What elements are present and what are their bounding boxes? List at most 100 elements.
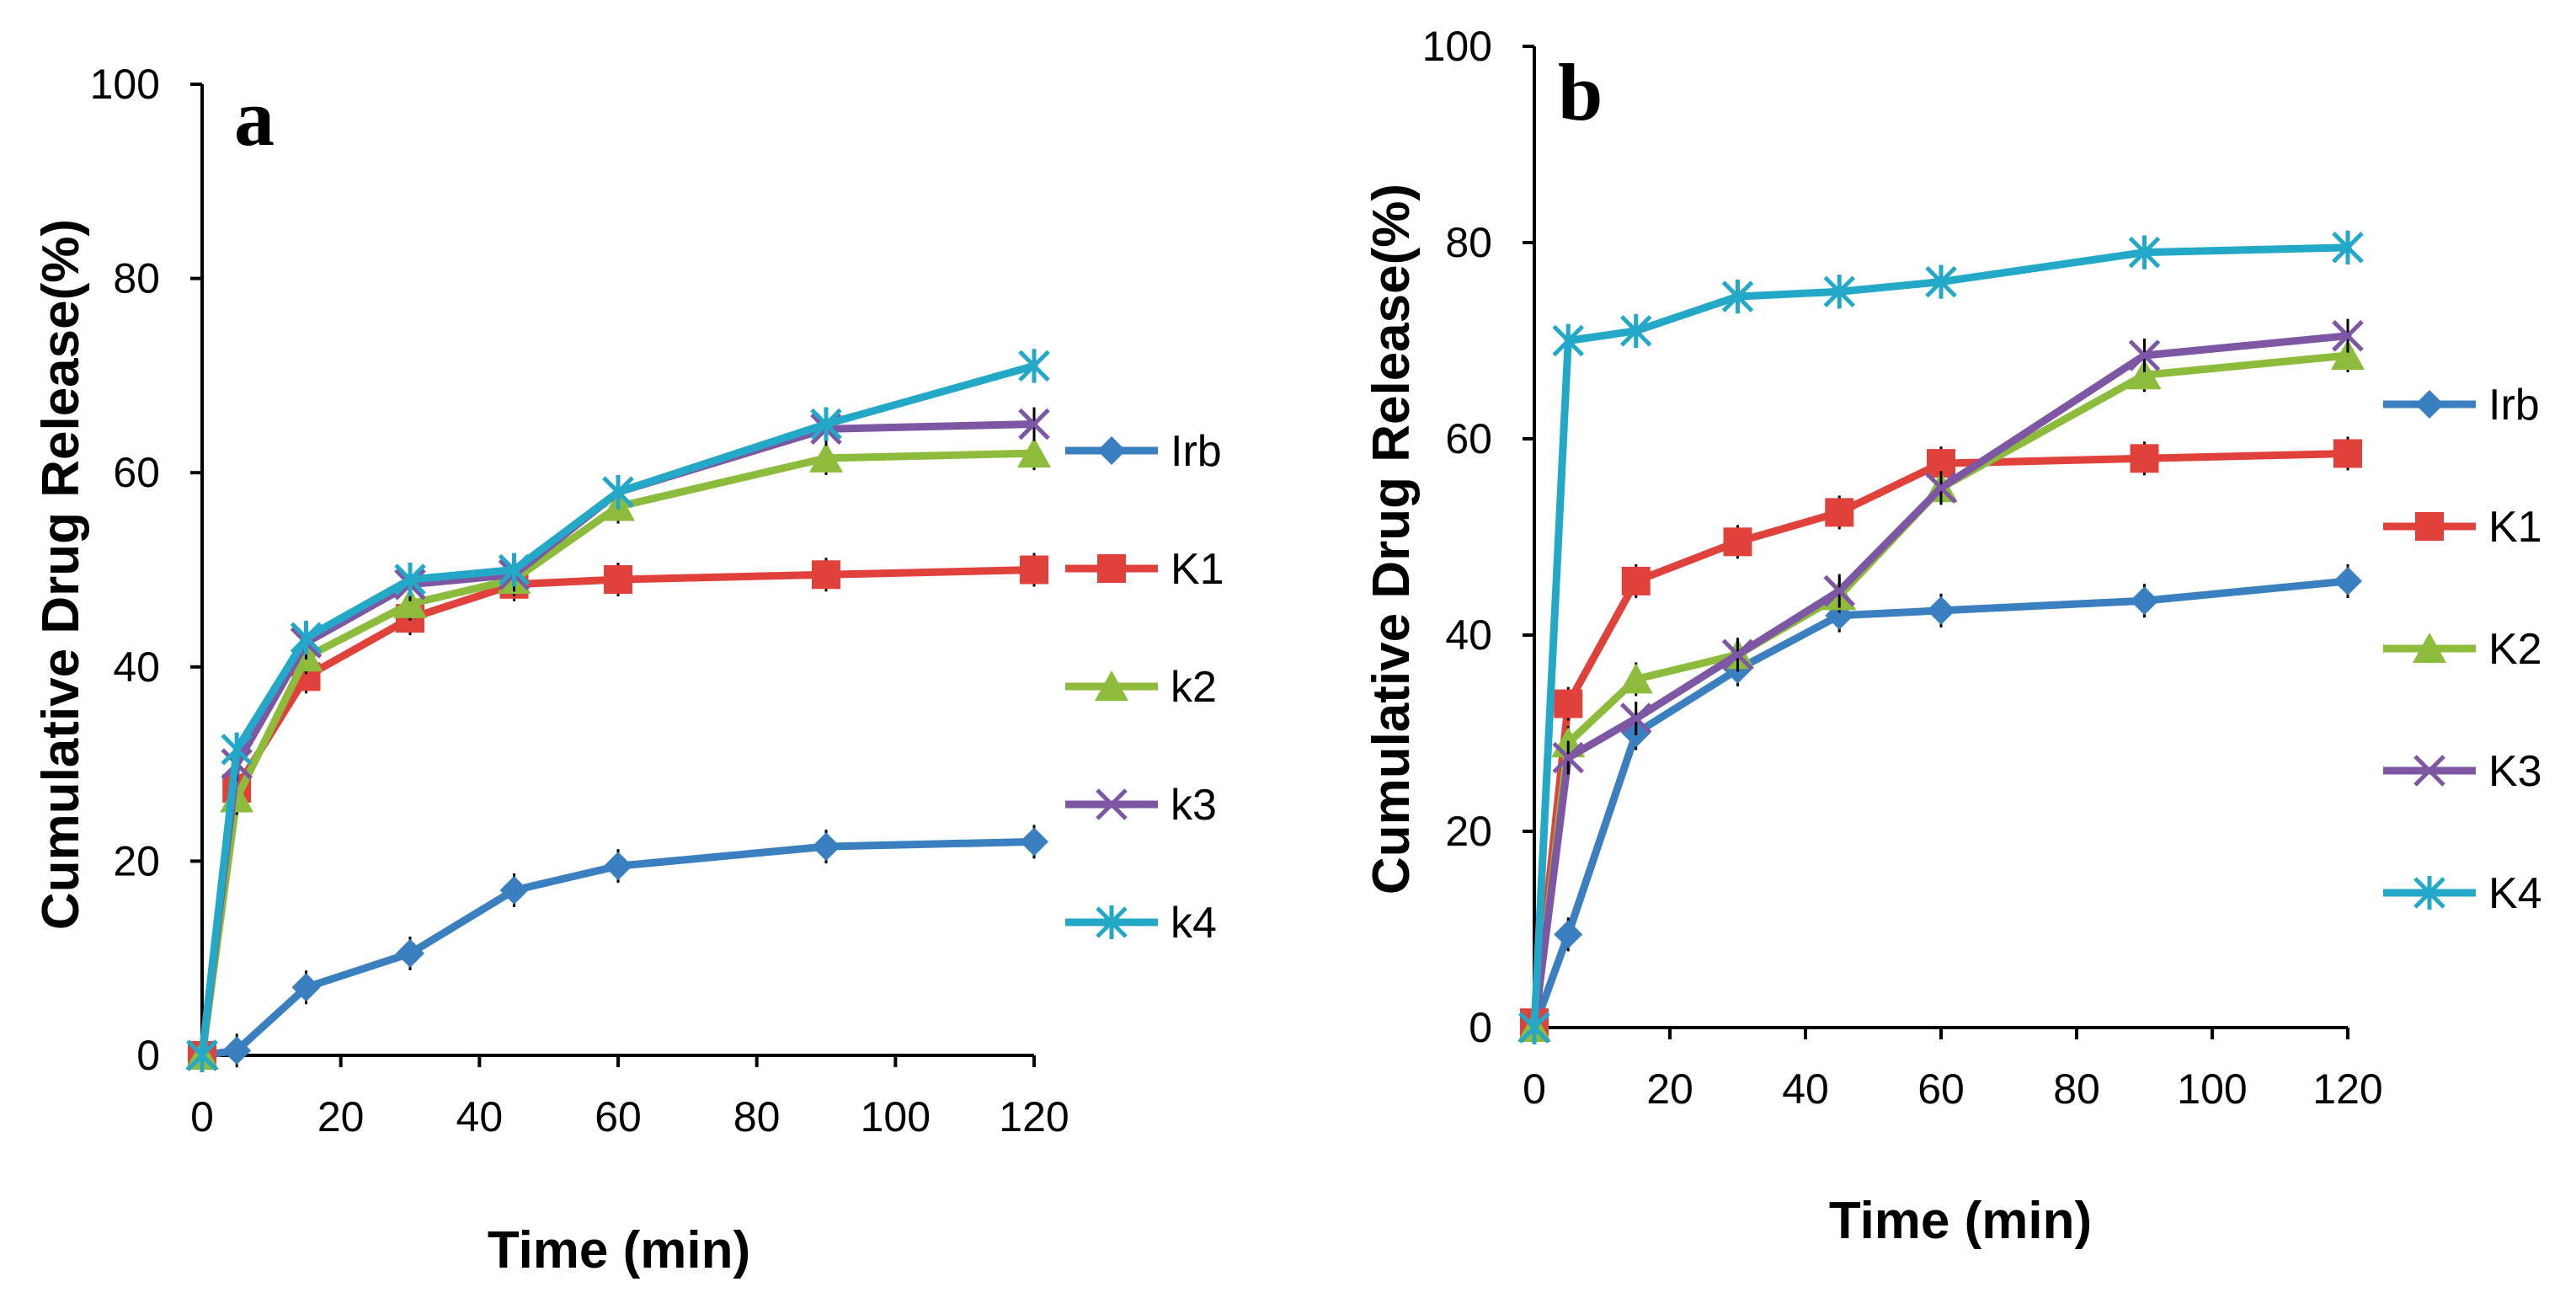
- data-point-K4: [1552, 323, 1585, 358]
- y-tick-label: 80: [113, 255, 160, 302]
- data-point-Irb: [812, 832, 840, 862]
- data-point-K1: [1723, 527, 1752, 557]
- legend-marker: [1097, 436, 1126, 465]
- legend-label: k2: [1171, 663, 1217, 712]
- x-tick-label: 20: [1646, 1065, 1693, 1113]
- data-point-K3: [1619, 702, 1652, 734]
- y-tick-label: 40: [113, 643, 160, 691]
- legend-marker: [1095, 670, 1128, 701]
- data-point-Irb: [1554, 920, 1583, 949]
- y-tick-label: 0: [136, 1032, 160, 1079]
- data-point-K4: [1925, 264, 1957, 299]
- data-point-k2: [809, 441, 843, 473]
- x-tick-label: 0: [1523, 1065, 1546, 1113]
- legend-label: k3: [1171, 781, 1217, 830]
- data-point-K3: [2128, 339, 2161, 371]
- series-line-k3: [198, 420, 1038, 1060]
- data-point-K2: [2127, 359, 2162, 390]
- data-point-K3: [1721, 638, 1754, 671]
- data-point-k4: [498, 553, 531, 587]
- data-point-K4: [2128, 235, 2161, 270]
- legend-item-k2: k2: [1065, 663, 1217, 712]
- legend-marker: [2415, 512, 2444, 541]
- panel-a: a Cumulative Drug Release(%) Time (min) …: [32, 61, 1224, 1279]
- data-point-k2: [393, 587, 427, 618]
- x-tick-label: 80: [2053, 1065, 2100, 1113]
- legend-item-K2: K2: [2383, 625, 2542, 674]
- x-tick-label: 120: [2312, 1065, 2382, 1113]
- legend-marker: [2413, 633, 2446, 663]
- data-point-K2: [1619, 663, 1653, 694]
- data-point-K1: [1825, 498, 1854, 527]
- panel-a-label: a: [234, 72, 275, 163]
- legend-item-Irb: Irb: [2383, 381, 2540, 430]
- data-point-k4: [221, 732, 253, 766]
- y-tick-label: 60: [113, 449, 160, 496]
- y-tick-label: 100: [1422, 23, 1492, 70]
- legend-label: K3: [2488, 747, 2542, 796]
- data-point-Irb: [1020, 827, 1048, 857]
- data-point-K1: [1020, 555, 1048, 585]
- data-point-K3: [2332, 319, 2364, 352]
- legend-item-K1: K1: [2383, 503, 2542, 552]
- data-point-K1: [2130, 444, 2159, 473]
- x-tick-label: 120: [999, 1093, 1069, 1140]
- panel-b: b Cumulative Drug Release(%) Time (min) …: [1363, 23, 2542, 1250]
- legend-marker: [1096, 905, 1128, 939]
- legend-label: Irb: [1171, 427, 1222, 476]
- legend-marker: [1097, 554, 1126, 583]
- data-point-k4: [1018, 349, 1050, 383]
- panel-b-y-axis-title: Cumulative Drug Release(%): [1363, 184, 1421, 894]
- legend-label: K1: [2488, 503, 2542, 552]
- legend-item-K3: K3: [2383, 747, 2542, 796]
- data-point-k3: [1018, 408, 1050, 441]
- data-point-K1: [1621, 566, 1651, 595]
- series-line-k2: [198, 449, 1038, 1060]
- x-tick-label: 100: [2177, 1065, 2247, 1113]
- series-Irb: [1520, 563, 2362, 1042]
- legend-label: K4: [2488, 869, 2542, 918]
- data-point-Irb: [2130, 586, 2159, 616]
- legend-label: k4: [1171, 899, 1217, 948]
- series-K2: [1517, 338, 2365, 1042]
- legend-label: Irb: [2488, 381, 2540, 430]
- legend-marker: [2413, 876, 2445, 910]
- y-tick-label: 60: [1445, 415, 1492, 462]
- y-tick-label: 20: [1445, 808, 1492, 855]
- series-line-K4: [1530, 243, 2352, 1032]
- x-tick-label: 0: [190, 1093, 214, 1140]
- panel-b-label: b: [1558, 47, 1603, 137]
- data-point-Irb: [222, 1036, 252, 1065]
- x-tick-label: 80: [733, 1093, 781, 1140]
- series-line-Irb: [198, 837, 1038, 1060]
- panel-a-y-axis-title: Cumulative Drug Release(%): [32, 219, 90, 930]
- y-tick-label: 0: [1469, 1004, 1492, 1051]
- legend-label: K2: [2488, 625, 2542, 674]
- data-point-K4: [1721, 280, 1754, 314]
- y-tick-label: 80: [1445, 219, 1492, 266]
- series-K4: [1518, 230, 2364, 1044]
- series-line-Irb: [1530, 577, 2352, 1032]
- data-point-K1: [812, 560, 840, 590]
- data-point-Irb: [396, 938, 424, 968]
- series-k4: [186, 349, 1050, 1072]
- data-point-Irb: [291, 973, 321, 1002]
- legend-marker: [2415, 390, 2444, 419]
- legend-item-k3: k3: [1065, 781, 1217, 830]
- data-point-K4: [1823, 275, 1856, 309]
- y-tick-label: 20: [113, 837, 160, 884]
- series-line-k4: [198, 361, 1038, 1060]
- series-Irb: [188, 825, 1048, 1070]
- data-point-k4: [394, 563, 426, 597]
- x-tick-label: 60: [1917, 1065, 1965, 1113]
- data-point-Irb: [604, 852, 632, 881]
- data-point-Irb: [1927, 595, 1955, 625]
- legend-marker: [2413, 755, 2445, 787]
- data-point-k4: [186, 1039, 218, 1072]
- x-tick-label: 40: [1782, 1065, 1829, 1113]
- y-tick-label: 100: [90, 61, 160, 108]
- y-tick-label: 40: [1445, 611, 1492, 659]
- x-tick-label: 100: [861, 1093, 931, 1140]
- data-point-k2: [1017, 437, 1051, 468]
- data-point-K1: [2333, 439, 2362, 468]
